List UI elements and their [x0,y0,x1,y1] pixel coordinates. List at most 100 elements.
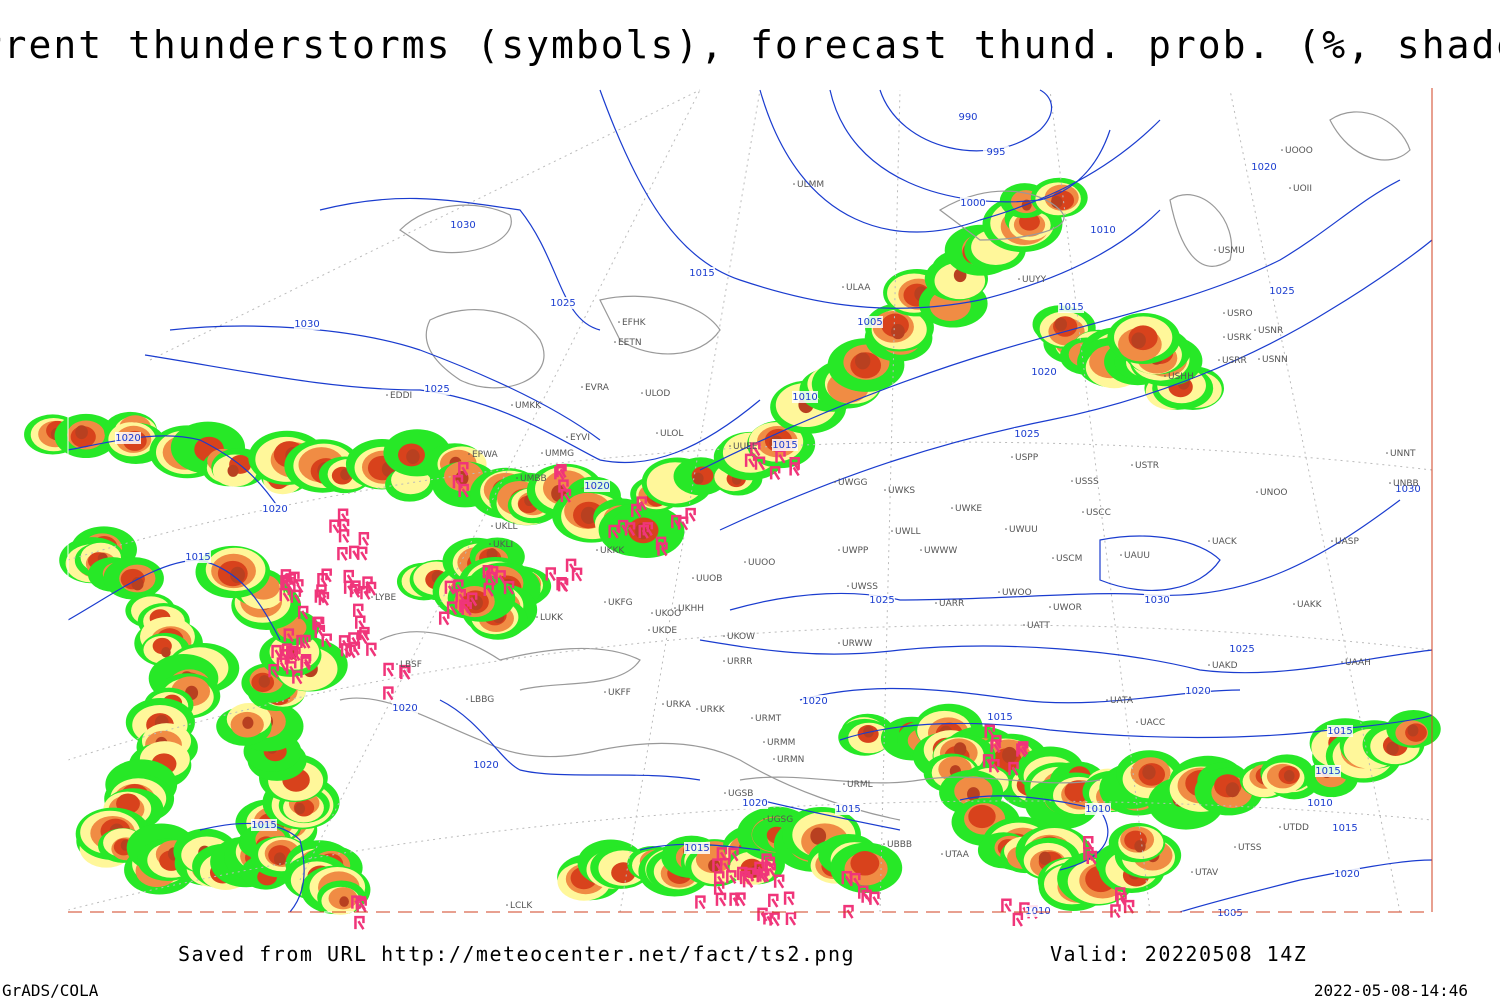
map-labels: 990 995 1000 1010 1015 1020 1025 1005 1010 1015 10… [115,111,1421,919]
station-dot [1386,452,1388,454]
station-dot [1218,359,1220,361]
station-label: LBBG [470,695,494,705]
station-label: UKLI [493,540,513,550]
thunderstorm-symbol [283,628,295,643]
thunderstorm-symbol [769,912,780,927]
station-label: EFHK [622,318,647,328]
shading-blob [1283,770,1295,782]
thunderstorm-symbol [554,466,565,481]
station-label: USPP [1015,453,1039,463]
station-dot [656,432,658,434]
station-label: EVRA [585,383,610,393]
thunderstorm-symbol [869,891,880,906]
isobar-label-bg [1058,301,1084,313]
station-label: USMU [1218,246,1245,256]
station-dot [1082,511,1084,513]
station-label: UKOW [727,632,755,642]
isobar-label: 1015 [185,552,210,563]
thunderstorm-symbol [1008,761,1019,776]
station-dot [842,286,844,288]
station-dot [491,525,493,527]
station-label: URMT [755,714,782,724]
isobar-label-bg [473,759,499,771]
source-url: Saved from URL http://meteocenter.net/fa… [178,942,855,966]
station-label: UMMG [545,449,574,459]
isobar-label: 1015 [1315,766,1340,777]
thunderstorm-symbol [483,582,495,597]
station-label: USCC [1086,508,1111,518]
thunderstorm-symbol [636,496,648,511]
thunderstorm-symbol [366,642,377,657]
thunderstorm-symbol [400,665,411,680]
station-label: UARR [939,599,964,609]
station-label: UKLL [495,522,518,532]
shading-blob [891,324,905,340]
isobar-label-bg [185,551,211,563]
isobar-label: 1020 [1185,686,1210,697]
station-label: USNR [1258,326,1283,336]
isobar-label-bg [857,316,883,328]
station-dot [951,507,953,509]
thunderstorm-symbol [783,891,795,906]
station-label: UTSS [1238,843,1262,853]
station-dot [1341,661,1343,663]
thunderstorm-symbol [292,670,303,685]
station-dot [998,591,1000,593]
station-dot [729,445,731,447]
coastlines [339,111,1411,821]
thunderstorm-symbol [695,895,706,910]
thunderstorm-symbol [565,558,577,573]
station-label: UWOR [1053,603,1082,613]
isobar-label: 1020 [1031,367,1056,378]
shading-blob [1054,317,1068,332]
isobar-label: 1015 [684,843,709,854]
station-label: UWGG [838,478,867,488]
thunderstorm-symbol [642,522,654,537]
thunderstorm-symbols [268,442,1135,930]
thunderstorm-symbol [982,754,994,768]
shading-blob [1407,724,1419,737]
isobar-label-bg [742,797,768,809]
shading-blob [230,566,245,584]
thunderstorm-symbol [726,870,737,885]
station-label: UWOO [1002,588,1032,598]
isobar-label-bg [1307,797,1333,809]
thunderstorm-symbol [571,567,583,582]
station-dot [1071,480,1073,482]
station-label: UUEE [733,442,758,452]
station-dot [596,549,598,551]
thunderstorm-symbol [287,647,298,662]
shading-blob [850,851,880,876]
shading-blob [273,852,286,866]
station-label: ULMM [797,180,824,190]
isobar-label-bg [987,711,1013,723]
thunderstorm-symbol [677,516,689,531]
station-label: USSS [1075,477,1099,487]
station-label: URML [847,780,873,790]
station-label: UKFG [608,598,633,608]
station-label: USRK [1227,333,1253,343]
station-dot [1223,312,1225,314]
shading-blob [1131,332,1146,349]
thunderstorm-symbol [280,569,292,584]
isobar-label-bg [869,594,895,606]
thunderstorm-symbol [750,442,761,457]
station-label: URKK [700,705,726,715]
station-label: UNNT [1390,449,1416,459]
station-label: USRO [1227,309,1253,319]
shading-blob [953,742,967,757]
thunderstorm-symbol [545,567,557,582]
isobar-label-bg [835,803,861,815]
thunderstorm-symbol [293,579,304,594]
station-label: UOII [1293,184,1312,194]
shading-blob [242,716,254,729]
isobar-label: 1010 [792,392,817,403]
thunderstorm-symbol [317,573,328,587]
thunderstorm-symbol [359,626,370,641]
station-dot [1293,603,1295,605]
station-dot [1136,721,1138,723]
station-label: UKHH [678,604,704,614]
station-label: UACC [1140,718,1165,728]
station-label: EPWA [472,450,499,460]
credit: GrADS/COLA [2,981,99,1000]
